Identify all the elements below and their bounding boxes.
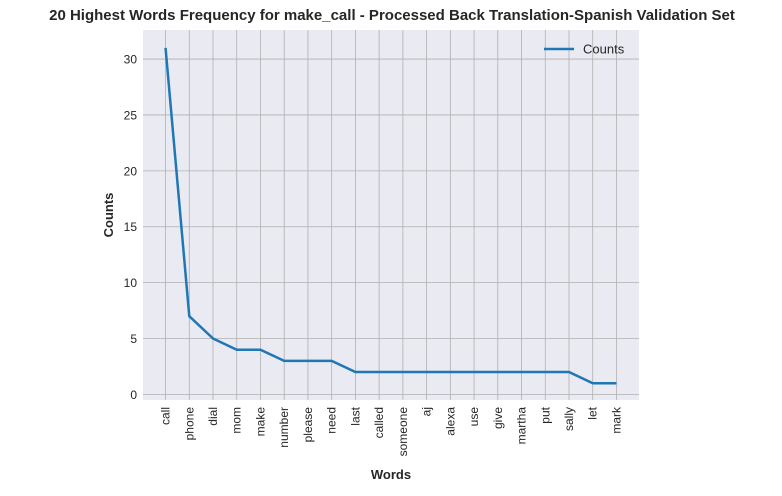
x-tick-label: give xyxy=(491,407,505,429)
series-line-counts xyxy=(164,47,617,385)
x-tick-label: need xyxy=(325,407,339,434)
grid xyxy=(143,30,639,400)
x-tick-label: mark xyxy=(609,406,623,434)
y-tick-label: 0 xyxy=(130,388,137,402)
x-tick-label: please xyxy=(301,407,315,443)
x-tick-label: call xyxy=(159,407,173,425)
plot-area xyxy=(143,30,639,400)
y-tick-label: 5 xyxy=(130,332,137,346)
x-tick-label: called xyxy=(372,407,386,438)
legend-label: Counts xyxy=(583,42,625,57)
x-tick-label: mom xyxy=(230,407,244,434)
x-tick-label: number xyxy=(277,407,291,448)
y-tick-label: 20 xyxy=(124,164,138,178)
chart-title: 20 Highest Words Frequency for make_call… xyxy=(49,7,735,24)
x-tick-label: phone xyxy=(182,407,196,441)
y-tick-label: 10 xyxy=(124,276,138,290)
x-tick-label: sally xyxy=(562,407,576,431)
y-tick-label: 30 xyxy=(124,53,138,67)
x-tick-label: martha xyxy=(515,407,529,445)
legend: Counts xyxy=(544,42,625,57)
x-tick-label: dial xyxy=(206,407,220,426)
x-tick-label: let xyxy=(586,406,600,419)
y-tick-labels: 0 5 10 15 20 25 30 xyxy=(124,53,138,402)
y-tick-label: 25 xyxy=(124,108,138,122)
x-tick-label: alexa xyxy=(443,407,457,436)
x-tick-label: make xyxy=(253,407,267,437)
x-tick-label: put xyxy=(538,406,552,423)
x-tick-label: last xyxy=(348,406,362,425)
y-axis-label: Counts xyxy=(101,193,116,238)
x-tick-label: use xyxy=(467,407,481,427)
y-tick-label: 15 xyxy=(124,220,138,234)
x-tick-label: aj xyxy=(420,407,434,416)
x-tick-labels: call phone dial mom make number please need last… xyxy=(159,406,624,456)
x-axis-label: Words xyxy=(371,467,411,482)
x-tick-label: someone xyxy=(396,407,410,457)
